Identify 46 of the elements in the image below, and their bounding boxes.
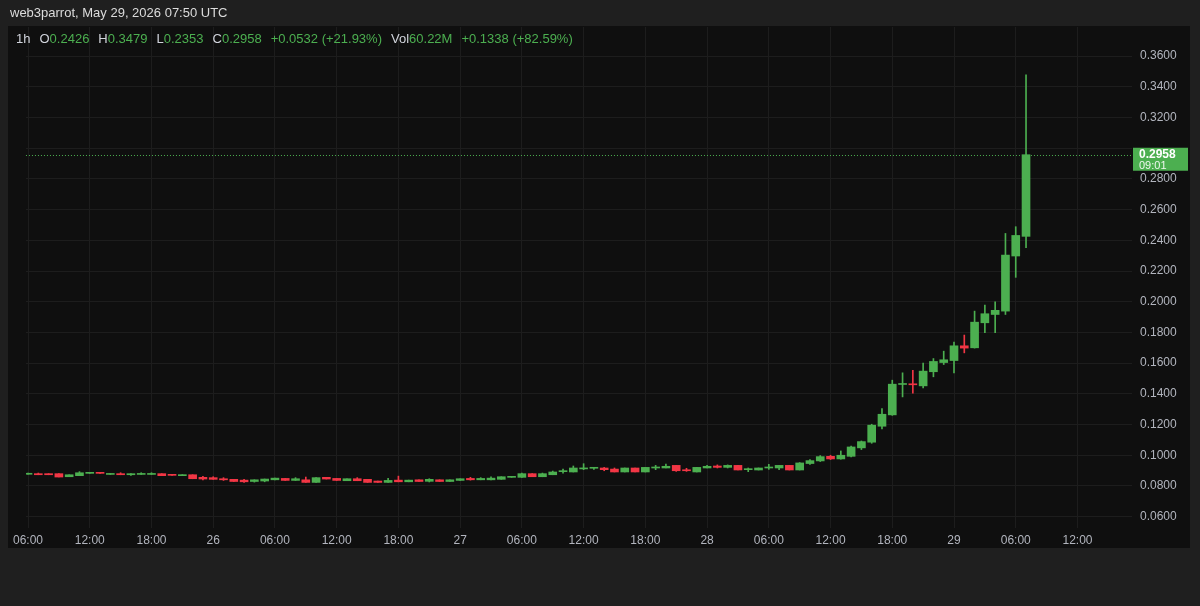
- y-tick-label: 0.3200: [1140, 109, 1178, 124]
- x-tick-label: 27: [453, 532, 468, 547]
- y-tick-label: 0.1400: [1140, 386, 1178, 401]
- x-tick-label: 06:00: [259, 532, 291, 547]
- x-tick-label: 18:00: [877, 532, 908, 547]
- x-tick-label: 12:00: [74, 532, 106, 547]
- x-tick-label: 18:00: [383, 532, 414, 547]
- y-tick-label: 0.2200: [1140, 263, 1178, 278]
- y-tick-label: 0.3400: [1140, 79, 1178, 94]
- chart-subtitle: 1h: [16, 31, 31, 46]
- x-tick-label: 12:00: [568, 532, 599, 547]
- annotation: C0.2958: [212, 31, 262, 46]
- y-tick-label: 0.2000: [1140, 294, 1178, 309]
- ref-line-label: 0.2958 09:01: [1139, 147, 1177, 171]
- candlestick: [959, 334, 969, 354]
- y-tick-label: 0.1200: [1140, 416, 1178, 431]
- chart-title: web3parrot, May 29, 2026 07:50 UTC: [10, 5, 228, 20]
- x-tick-label: 12:00: [321, 532, 353, 547]
- y-tick-label: 0.1600: [1140, 355, 1178, 370]
- x-tick-label: 18:00: [136, 532, 167, 547]
- candlestick: [908, 369, 918, 394]
- x-tick-label: 06:00: [506, 532, 538, 547]
- y-tick-label: 0.3600: [1140, 48, 1178, 63]
- x-tick-label: 12:00: [815, 532, 846, 547]
- annotation: O0.2426: [39, 31, 90, 46]
- x-tick-label: 06:00: [753, 532, 785, 547]
- x-tick-label: 06:00: [13, 532, 44, 547]
- y-tick-label: 0.2800: [1140, 171, 1178, 186]
- annotation: Vol60.22M: [390, 31, 453, 46]
- y-tick-label: 0.1800: [1140, 324, 1178, 339]
- x-tick-label: 26: [206, 532, 221, 547]
- annotation: H0.3479: [98, 31, 148, 46]
- y-tick-label: 0.2400: [1140, 232, 1178, 247]
- candlestick: [990, 301, 1000, 334]
- x-tick-label: 29: [947, 532, 961, 547]
- annotation: +0.0532 (+21.93%): [270, 31, 382, 46]
- y-tick-label: 0.0800: [1140, 478, 1178, 493]
- x-tick-label: 12:00: [1062, 532, 1093, 547]
- x-tick-label: 06:00: [1000, 532, 1032, 547]
- x-tick-label: 18:00: [630, 532, 661, 547]
- annotation: L0.2353: [156, 31, 204, 46]
- y-tick-label: 0.0600: [1140, 508, 1178, 523]
- annotation: +0.1338 (+82.59%): [461, 31, 573, 46]
- y-tick-label: 0.1000: [1140, 447, 1178, 462]
- x-tick-label: 28: [700, 532, 715, 547]
- y-tick-label: 0.2600: [1140, 201, 1178, 216]
